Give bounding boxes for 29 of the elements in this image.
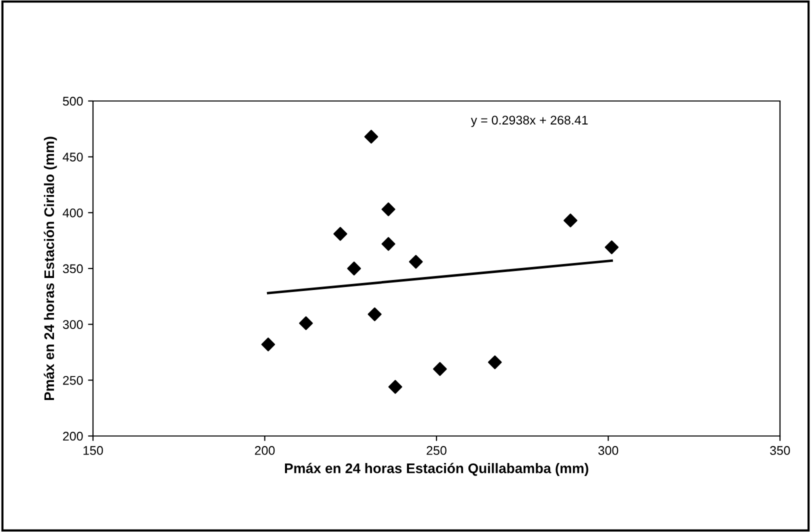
y-tick-label: 300 [62,320,83,329]
point [299,316,313,330]
y-tick-label: 350 [62,264,83,274]
point [408,254,423,269]
annotation: y = 0.2938x + 268.41 [470,116,588,128]
point [564,214,578,228]
y-tick-label: 500 [62,96,83,106]
y-tick-label: 200 [63,432,83,441]
point [433,362,447,376]
point [261,338,276,352]
x-tick-label: 350 [770,446,790,455]
x-tick-label: 250 [426,446,446,455]
y-tick-label: 450 [62,152,83,162]
point [388,380,402,394]
point [368,307,382,322]
point [347,262,361,276]
point [364,130,378,144]
y-tick-label: 400 [62,208,83,218]
y-tick-label: 250 [63,376,83,385]
x-axis-title: Pmáx en 24 horas Estación Quillabamba (mm) [284,462,588,476]
x-tick-label: 150 [84,446,103,455]
x-tick-label: 300 [598,446,618,455]
point [604,240,619,254]
point [382,237,396,251]
point [488,355,502,370]
y-axis-title: Pmáx en 24 horas Estación Cirialo (mm) [44,136,57,400]
point [333,226,348,241]
x-tick-label: 200 [254,446,275,455]
point [382,202,396,216]
